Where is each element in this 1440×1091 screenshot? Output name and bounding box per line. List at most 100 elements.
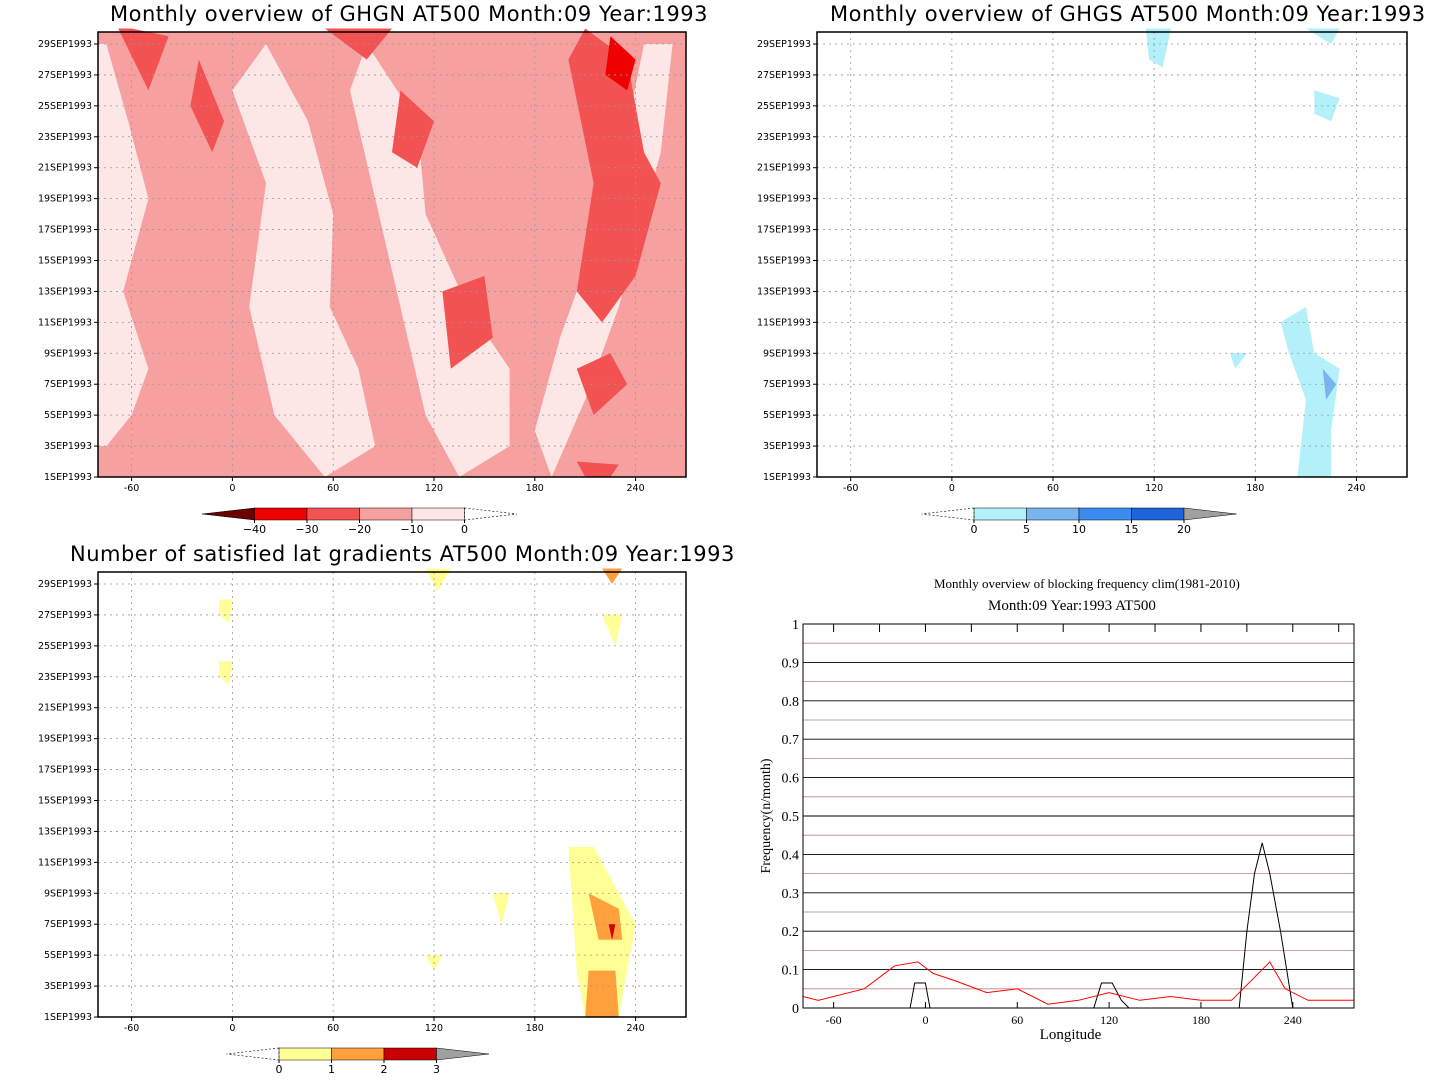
contour-region-1 bbox=[585, 970, 619, 1017]
y-tick-label: 27SEP1993 bbox=[38, 70, 92, 81]
colorbar-segment bbox=[1078, 507, 1132, 521]
y-tick-label: 11SEP1993 bbox=[757, 317, 811, 328]
contour-region-0 bbox=[602, 614, 623, 646]
x-tick-label: -60 bbox=[124, 1023, 140, 1034]
x-tick-label: 120 bbox=[1145, 483, 1163, 494]
y-tick-label: 9SEP1993 bbox=[44, 348, 92, 359]
colorbar-segment bbox=[254, 507, 308, 521]
y-tick-label: 23SEP1993 bbox=[38, 672, 92, 683]
colorbar-segment bbox=[201, 507, 255, 521]
contour-region-−20 bbox=[568, 28, 661, 323]
y-tick-label: 15SEP1993 bbox=[757, 256, 811, 267]
y-tick-label: 15SEP1993 bbox=[38, 796, 92, 807]
y-tick-label: 1 bbox=[792, 618, 799, 633]
contour-region-0 bbox=[1145, 28, 1171, 68]
contour-region-−20 bbox=[576, 461, 619, 477]
y-tick-label: 25SEP1993 bbox=[38, 641, 92, 652]
panel3-chart: 1SEP1993 3SEP1993 5SEP1993 7SEP1993 9SEP1993… bbox=[38, 568, 687, 1076]
colorbar-label: 0 bbox=[461, 523, 468, 536]
series-line-1 bbox=[803, 842, 1294, 1009]
y-tick-label: 15SEP1993 bbox=[38, 256, 92, 267]
colorbar-label: −10 bbox=[400, 523, 423, 536]
x-tick-label: -60 bbox=[843, 483, 859, 494]
y-tick-label: 7SEP1993 bbox=[44, 379, 92, 390]
colorbar-label: 1 bbox=[328, 1063, 335, 1076]
colorbar-label: 2 bbox=[381, 1063, 388, 1076]
x-tick-label: -60 bbox=[124, 483, 140, 494]
y-tick-label: 1SEP1993 bbox=[44, 1012, 92, 1023]
y-axis-label: Frequency(n/month) bbox=[759, 758, 774, 873]
x-tick-label: 0 bbox=[922, 1013, 928, 1027]
x-tick-label: -60 bbox=[826, 1013, 842, 1027]
colorbar-segment bbox=[1183, 507, 1237, 521]
contour-region-−20 bbox=[392, 90, 434, 168]
panel2-title: Monthly overview of GHGS AT500 Month:09 … bbox=[830, 2, 1426, 26]
y-tick-label: 0.3 bbox=[782, 887, 800, 902]
y-tick-label: 29SEP1993 bbox=[38, 579, 92, 590]
panel4-subtitle: Month:09 Year:1993 AT500 bbox=[988, 598, 1156, 614]
colorbar-segment bbox=[383, 1047, 437, 1061]
colorbar-segment bbox=[306, 507, 360, 521]
colorbar-label: 5 bbox=[1023, 523, 1030, 536]
colorbar-label: 15 bbox=[1125, 523, 1139, 536]
colorbar-label: 10 bbox=[1072, 523, 1086, 536]
plot-frame bbox=[802, 623, 1355, 1009]
y-tick-label: 17SEP1993 bbox=[38, 765, 92, 776]
contour-region-5 bbox=[1322, 368, 1337, 400]
x-tick-label: 240 bbox=[627, 1023, 645, 1034]
y-tick-label: 5SEP1993 bbox=[763, 410, 811, 421]
x-tick-label: 120 bbox=[425, 483, 443, 494]
y-tick-label: 19SEP1993 bbox=[757, 194, 811, 205]
y-tick-label: 19SEP1993 bbox=[38, 734, 92, 745]
contour-region-0 bbox=[492, 893, 510, 925]
y-tick-label: 11SEP1993 bbox=[38, 317, 92, 328]
y-tick-label: 21SEP1993 bbox=[757, 163, 811, 174]
contour-region-−20 bbox=[324, 28, 392, 60]
y-tick-label: 7SEP1993 bbox=[44, 919, 92, 930]
x-tick-label: 240 bbox=[1347, 483, 1365, 494]
y-tick-label: 3SEP1993 bbox=[44, 981, 92, 992]
y-tick-label: 0.6 bbox=[782, 772, 800, 787]
y-tick-label: 23SEP1993 bbox=[38, 132, 92, 143]
contour-region-−20 bbox=[118, 28, 169, 91]
x-tick-label: 0 bbox=[949, 483, 955, 494]
x-tick-label: 60 bbox=[327, 483, 339, 494]
y-tick-label: 9SEP1993 bbox=[44, 888, 92, 899]
plot-frame bbox=[97, 571, 687, 1018]
y-tick-label: 13SEP1993 bbox=[38, 826, 92, 837]
colorbar-segment bbox=[973, 507, 1027, 521]
y-tick-label: 23SEP1993 bbox=[757, 132, 811, 143]
y-tick-label: 0.5 bbox=[782, 810, 800, 825]
x-tick-label: 60 bbox=[1011, 1013, 1023, 1027]
x-tick-label: 0 bbox=[229, 1023, 235, 1034]
y-tick-label: 25SEP1993 bbox=[38, 101, 92, 112]
contour-region-−10 bbox=[98, 44, 149, 447]
x-tick-label: 0 bbox=[229, 483, 235, 494]
colorbar-label: −20 bbox=[348, 523, 371, 536]
y-tick-label: 5SEP1993 bbox=[44, 950, 92, 961]
contour-region-0 bbox=[1230, 353, 1247, 369]
panel4-title: Monthly overview of blocking frequency c… bbox=[934, 576, 1240, 591]
y-tick-label: 1SEP1993 bbox=[44, 472, 92, 483]
panel3-title: Number of satisfied lat gradients AT500 … bbox=[70, 542, 735, 566]
y-tick-label: 0.9 bbox=[782, 656, 800, 671]
y-tick-label: 11SEP1993 bbox=[38, 857, 92, 868]
panel1-chart: 1SEP1993 3SEP1993 5SEP1993 7SEP1993 9SEP1993… bbox=[38, 28, 687, 536]
colorbar-label: −30 bbox=[295, 523, 318, 536]
y-tick-label: 27SEP1993 bbox=[757, 70, 811, 81]
x-tick-label: 180 bbox=[526, 1023, 544, 1034]
series-line-2 bbox=[802, 961, 1354, 1005]
contour-region-−30 bbox=[605, 36, 636, 91]
contour-region-0 bbox=[219, 661, 233, 685]
y-tick-label: 0.1 bbox=[782, 964, 800, 979]
colorbar-empty-end bbox=[464, 507, 518, 521]
x-tick-label: 180 bbox=[1192, 1013, 1210, 1027]
x-tick-label: 60 bbox=[327, 1023, 339, 1034]
contour-region-0 bbox=[1314, 90, 1340, 122]
colorbar-segment bbox=[411, 507, 465, 521]
y-tick-label: 0.7 bbox=[782, 733, 800, 748]
colorbar-segment bbox=[278, 1047, 332, 1061]
y-tick-label: 1SEP1993 bbox=[763, 472, 811, 483]
y-tick-label: 9SEP1993 bbox=[763, 348, 811, 359]
plot-frame bbox=[816, 31, 1408, 478]
